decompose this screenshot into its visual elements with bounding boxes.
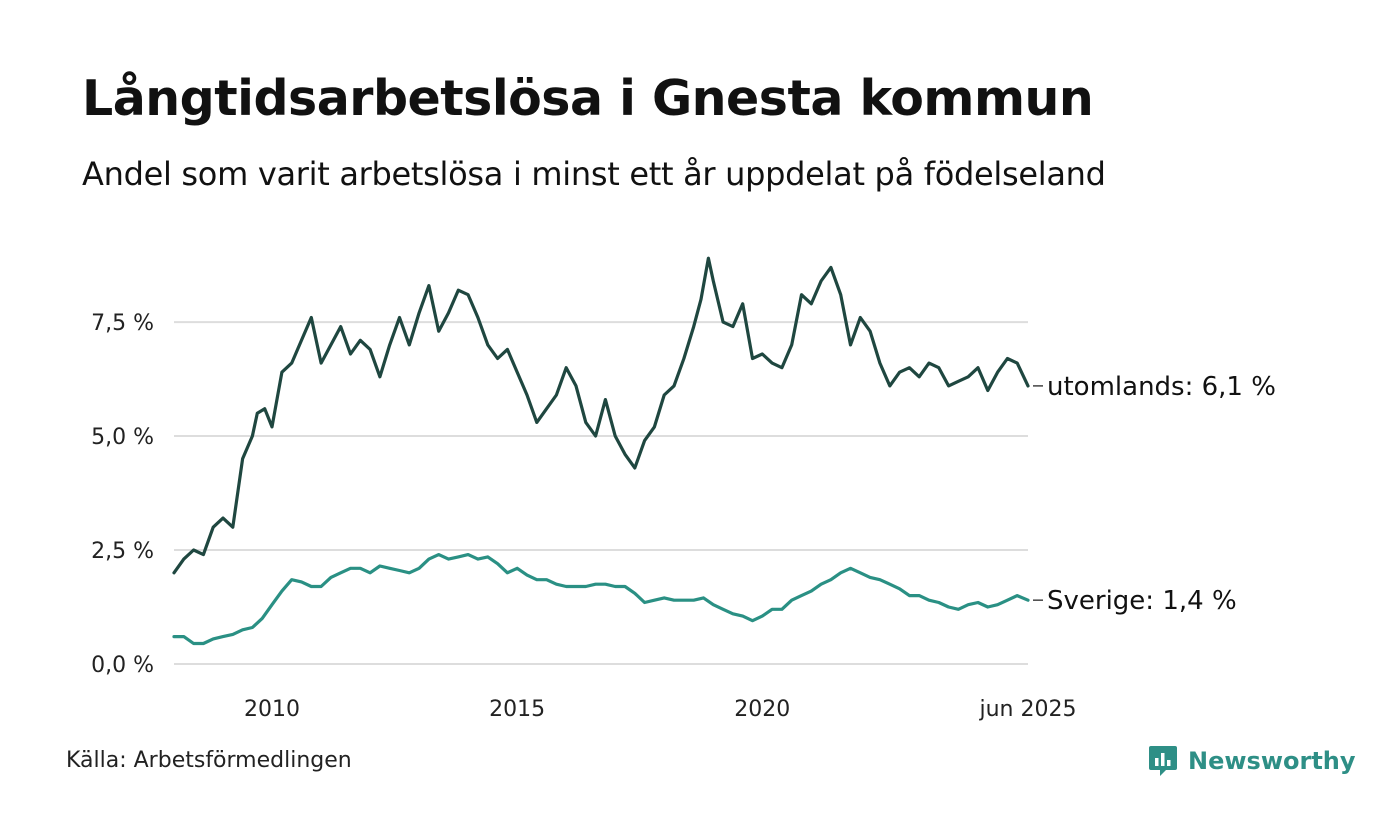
brand-name: Newsworthy [1188,747,1356,775]
series-line-sverige [172,552,1030,646]
y-tick-label: 5,0 % [91,425,154,450]
y-tick-label: 2,5 % [91,539,154,564]
x-tick-label: 2015 [489,697,545,722]
y-tick-label: 7,5 % [91,311,154,336]
chart-title: Långtidsarbetslösa i Gnesta kommun [82,70,1094,127]
series-end-label-utomlands: utomlands: 6,1 % [1047,372,1276,402]
series-end-label-sverige: Sverige: 1,4 % [1047,586,1237,616]
newsworthy-logo-icon [1149,746,1177,776]
brand-logo: Newsworthy [1148,744,1356,778]
x-tick-label: 2010 [244,697,300,722]
x-tick-label: jun 2025 [979,697,1077,722]
x-tick-label: 2020 [734,697,790,722]
y-tick-label: 0,0 % [91,653,154,678]
series-line-utomlands [172,256,1030,575]
source-note: Källa: Arbetsförmedlingen [66,748,352,773]
chart-subtitle: Andel som varit arbetslösa i minst ett å… [82,155,1106,193]
